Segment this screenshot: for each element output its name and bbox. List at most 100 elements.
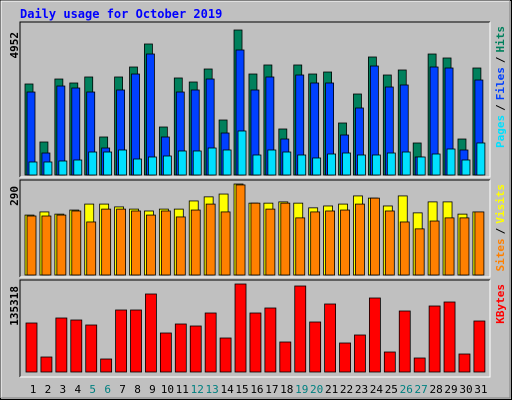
bar: [145, 293, 157, 373]
bar: [416, 156, 426, 176]
bar: [40, 356, 53, 373]
bar: [327, 153, 337, 176]
bar: [148, 156, 157, 176]
legend: Pages / Files / Hits: [494, 26, 507, 148]
chart-title: Daily usage for October 2019: [20, 7, 222, 21]
bar: [146, 214, 156, 276]
bar: [222, 149, 232, 176]
bar: [476, 142, 486, 176]
bar: [368, 297, 381, 373]
legend: KBytes: [494, 284, 507, 324]
panel-edge-dark: [19, 279, 490, 377]
bar: [177, 150, 187, 176]
y-tick-label: 135318: [8, 286, 21, 326]
bar: [71, 210, 82, 276]
bar: [429, 220, 440, 276]
bar: [386, 152, 396, 176]
bar: [325, 210, 336, 276]
x-tick-label: 28: [429, 383, 442, 396]
bar: [85, 324, 98, 373]
bar: [160, 210, 171, 276]
x-tick-label: 21: [325, 383, 338, 396]
bar: [431, 153, 441, 176]
bar: [398, 310, 411, 373]
bar: [401, 151, 411, 176]
panel-edge-dark: [19, 179, 490, 277]
x-tick-label: 14: [220, 383, 234, 396]
x-tick-label: 24: [370, 383, 384, 396]
x-tick-label: 6: [104, 383, 111, 396]
legend-entry: Sites: [494, 238, 507, 271]
x-tick-label: 22: [340, 383, 353, 396]
bar: [354, 334, 366, 373]
bar: [443, 301, 456, 373]
bar: [324, 303, 337, 373]
x-tick-label: 12: [191, 383, 204, 396]
x-tick-label: 11: [176, 383, 189, 396]
bar: [204, 312, 217, 373]
x-tick-label: 23: [355, 383, 368, 396]
bar: [189, 325, 202, 373]
bar: [101, 208, 112, 276]
bar: [234, 283, 247, 373]
x-tick-label: 4: [74, 383, 81, 396]
x-tick-label: 5: [89, 383, 96, 396]
x-tick-label: 8: [134, 383, 141, 396]
bar: [459, 217, 470, 276]
legend-entry: Pages: [494, 115, 507, 148]
bar: [339, 342, 351, 373]
x-tick-label: 19: [295, 383, 308, 396]
bar: [428, 305, 441, 373]
x-tick-label: 25: [385, 383, 398, 396]
y-tick-label: 290: [8, 186, 21, 206]
x-tick-label: 17: [265, 383, 278, 396]
panel-edge-light: [20, 280, 491, 378]
bar: [369, 197, 380, 276]
legend-entry: KBytes: [494, 284, 507, 324]
bar: [461, 159, 471, 176]
bar: [264, 307, 277, 373]
bar: [444, 217, 455, 276]
x-tick-label: 18: [280, 383, 293, 396]
bar: [309, 321, 322, 373]
legend-entry: Hits: [494, 26, 507, 53]
bar: [458, 353, 471, 373]
bar: [28, 161, 38, 176]
bar: [413, 357, 426, 373]
x-tick-label: 13: [206, 383, 219, 396]
bar: [174, 323, 187, 373]
x-tick-label: 26: [400, 383, 413, 396]
panel-edge-light: [20, 180, 491, 278]
bar: [267, 149, 277, 176]
bar: [116, 208, 126, 276]
bar: [252, 154, 262, 176]
bar: [130, 309, 142, 373]
bar: [133, 158, 142, 176]
bar: [43, 161, 53, 176]
bar: [340, 209, 350, 276]
bar: [295, 217, 306, 276]
bar: [473, 320, 486, 373]
x-tick-label: 2: [45, 383, 52, 396]
bar: [192, 150, 202, 176]
bar: [414, 228, 425, 276]
bar: [58, 160, 68, 176]
bar: [383, 351, 396, 373]
x-tick-label: 9: [149, 383, 156, 396]
bar: [297, 154, 307, 176]
bar: [207, 147, 217, 176]
bar: [279, 341, 292, 373]
bar: [190, 209, 201, 276]
x-tick-label: 10: [161, 383, 174, 396]
bar: [26, 215, 37, 276]
bar: [103, 151, 113, 176]
bar: [70, 319, 83, 373]
bar: [399, 221, 410, 276]
bar: [55, 317, 68, 373]
bar: [25, 322, 38, 373]
bar: [355, 203, 365, 276]
bar: [250, 202, 261, 276]
x-tick-label: 31: [474, 383, 487, 396]
